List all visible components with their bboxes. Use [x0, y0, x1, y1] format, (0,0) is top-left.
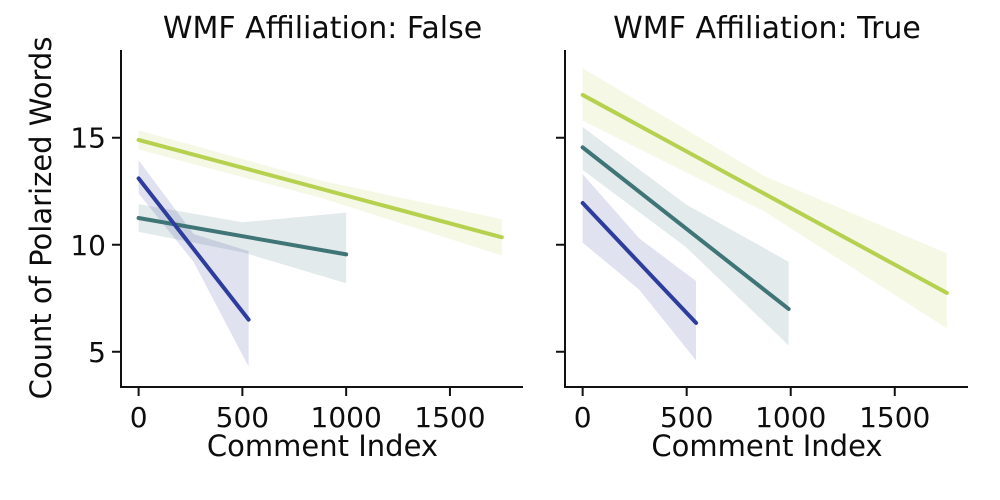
regression-line-navy — [136, 176, 251, 322]
x-tick-label: 0 — [130, 401, 148, 434]
confidence-band-navy — [138, 160, 249, 367]
x-tick-label: 500 — [216, 401, 269, 434]
confidence-band-navy — [582, 174, 697, 361]
x-axis-label: Comment Index — [651, 429, 882, 463]
y-tick-label: 5 — [88, 336, 106, 369]
confidence-band-teal — [138, 204, 347, 284]
regression-line-yellow-green — [580, 92, 949, 295]
regression-line-teal — [580, 145, 791, 311]
confidence-band-yellow-green — [582, 68, 947, 329]
x-tick-label: 1500 — [859, 401, 930, 434]
regression-line-yellow-green — [136, 137, 504, 240]
x-tick-label: 500 — [660, 401, 713, 434]
x-tick-label: 1500 — [414, 401, 485, 434]
y-tick-label: 10 — [70, 229, 106, 262]
x-axis-label: Comment Index — [207, 429, 438, 463]
y-axis-label: Count of Polarized Words — [24, 37, 58, 400]
x-tick-label: 1000 — [755, 401, 826, 434]
regression-line-navy — [580, 201, 699, 325]
x-tick-label: 1000 — [311, 401, 382, 434]
y-tick-label: 15 — [70, 122, 106, 155]
panel-title: WMF Affiliation: True — [613, 11, 921, 46]
confidence-band-yellow-green — [138, 130, 502, 256]
x-tick-label: 0 — [574, 401, 592, 434]
confidence-band-teal — [582, 127, 789, 346]
panel-title: WMF Affiliation: False — [163, 11, 482, 46]
